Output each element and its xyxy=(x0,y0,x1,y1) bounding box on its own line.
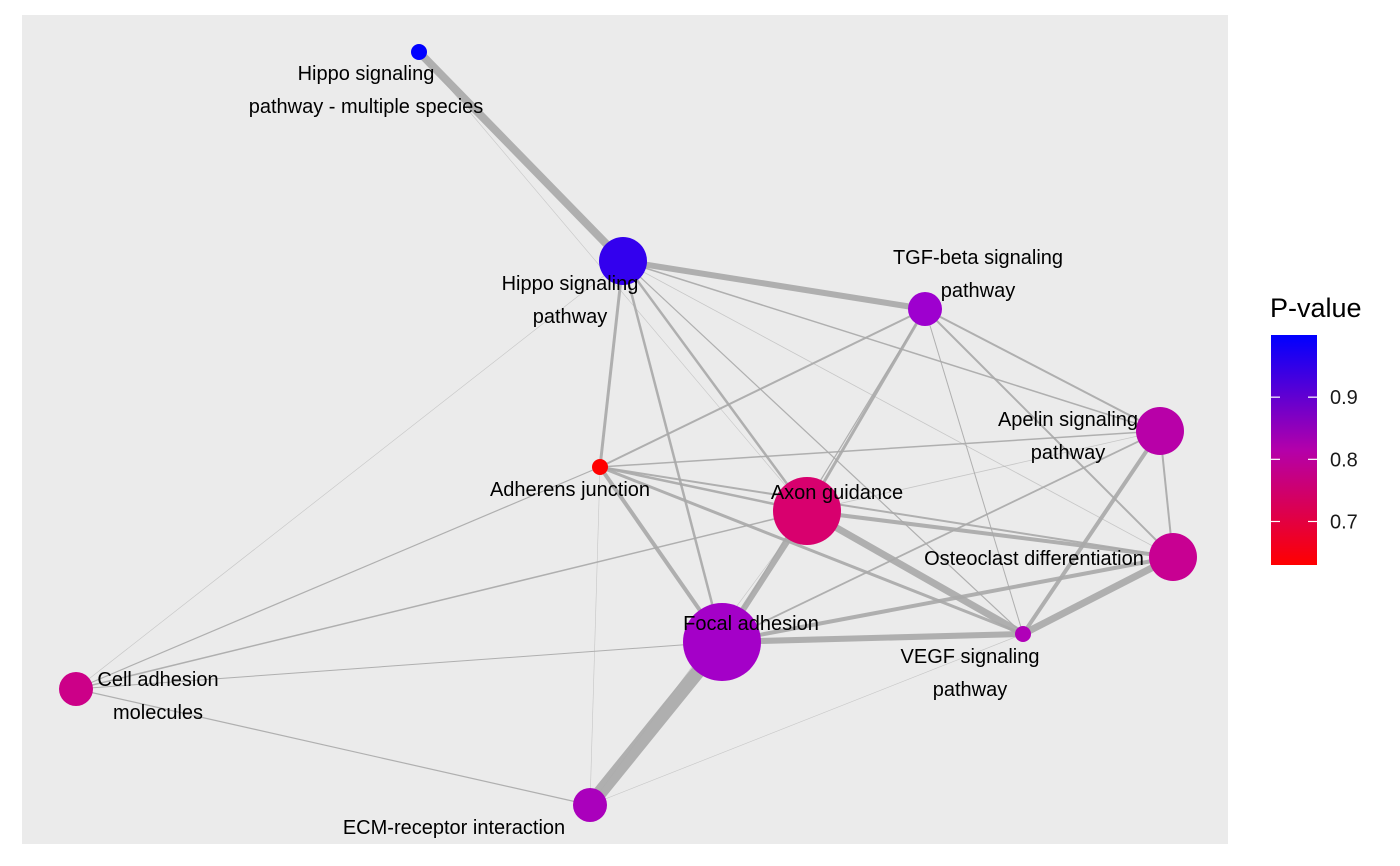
node-label-line: pathway xyxy=(1031,442,1106,464)
node-label-line: pathway xyxy=(941,280,1016,302)
edge-hippo-vegf xyxy=(622,260,1024,635)
edge-apelin-vegf xyxy=(1021,429,1162,636)
plot-panel xyxy=(22,15,1228,844)
node-label-line: VEGF signaling xyxy=(901,646,1040,668)
node-label-line: Focal adhesion xyxy=(683,613,819,635)
node-label-tgf: TGF-beta signaling pathway xyxy=(893,247,1063,302)
nodes-layer xyxy=(59,44,1197,822)
edge-cam-ecm xyxy=(75,688,591,806)
node-label-line: Axon guidance xyxy=(771,482,903,504)
edge-hippo-focal xyxy=(621,260,724,643)
edge-osteo-vegf xyxy=(1021,553,1175,638)
node-osteo xyxy=(1149,533,1197,581)
node-label-line: Hippo signaling xyxy=(298,63,435,85)
node-label-apelin: Apelin signaling pathway xyxy=(998,409,1138,464)
labels-layer: Hippo signaling pathway - multiple specie… xyxy=(97,63,1143,839)
edge-focal-vegf xyxy=(721,631,1024,645)
edge-hippo-osteo xyxy=(622,260,1174,558)
legend-tick-label: 0.8 xyxy=(1330,449,1358,471)
edge-axon-vegf xyxy=(805,507,1025,638)
node-label-ecm: ECM-receptor interaction xyxy=(343,817,565,839)
edge-tgf-vegf xyxy=(924,308,1024,635)
edge-vegf-ecm xyxy=(589,633,1024,806)
edge-focal-cam xyxy=(75,641,723,690)
legend-tick-label: 0.7 xyxy=(1330,511,1358,533)
edge-focal-osteo xyxy=(721,555,1174,644)
edge-hippo-ms-hippo xyxy=(416,49,626,264)
node-label-hippo-ms: Hippo signaling pathway - multiple specie… xyxy=(249,63,484,118)
node-label-line: Cell adhesion xyxy=(97,669,218,691)
node-label-line: ECM-receptor interaction xyxy=(343,817,565,839)
edge-adherens-axon xyxy=(599,465,808,513)
edge-hippo-tgf xyxy=(622,258,926,312)
node-cam xyxy=(59,672,93,706)
edge-apelin-adherens xyxy=(599,430,1161,468)
node-label-line: Osteoclast differentiation xyxy=(924,548,1144,570)
node-axon xyxy=(773,477,841,545)
legend-title: P-value xyxy=(1270,293,1362,323)
node-label-vegf: VEGF signaling pathway xyxy=(901,646,1040,701)
node-label-line: TGF-beta signaling xyxy=(893,247,1063,269)
edge-axon-osteo xyxy=(806,509,1174,559)
edge-tgf-apelin xyxy=(924,308,1161,432)
edge-adherens-ecm xyxy=(589,466,601,806)
node-tgf xyxy=(908,292,942,326)
edge-apelin-focal xyxy=(721,430,1161,643)
edge-hippo-adherens xyxy=(598,260,625,468)
node-label-line: pathway xyxy=(933,679,1008,701)
node-label-line: molecules xyxy=(113,702,203,724)
node-vegf xyxy=(1015,626,1031,642)
node-adherens xyxy=(592,459,608,475)
node-hippo xyxy=(599,237,647,285)
edge-hippo-axon xyxy=(621,260,809,512)
edge-adherens-vegf xyxy=(599,465,1024,636)
node-focal xyxy=(683,603,761,681)
edge-hippo-cam xyxy=(75,260,624,690)
edge-apelin-axon xyxy=(806,430,1161,512)
legend-colorbar xyxy=(1271,335,1317,565)
node-ecm xyxy=(573,788,607,822)
legend-tick-label: 0.9 xyxy=(1330,387,1358,409)
edges-layer xyxy=(75,49,1175,810)
node-label-line: Hippo signaling xyxy=(502,273,639,295)
edge-adherens-osteo xyxy=(599,466,1174,558)
edge-tgf-adherens xyxy=(599,308,926,468)
node-label-cam: Cell adhesion molecules xyxy=(97,669,218,724)
edge-axon-cam xyxy=(75,510,808,690)
node-label-hippo: Hippo signaling pathway xyxy=(502,273,639,328)
node-label-line: Adherens junction xyxy=(490,479,650,501)
node-label-line: pathway - multiple species xyxy=(249,96,484,118)
edge-hippo-apelin xyxy=(622,260,1161,432)
edge-adherens-cam xyxy=(75,466,601,690)
color-legend: P-value 0.9 0.8 0.7 xyxy=(1270,293,1362,565)
edge-tgf-axon xyxy=(805,308,927,512)
node-label-osteo: Osteoclast differentiation xyxy=(924,548,1144,570)
legend-ticks: 0.9 0.8 0.7 xyxy=(1271,387,1358,533)
node-label-line: pathway xyxy=(533,306,608,328)
node-label-focal: Focal adhesion xyxy=(683,613,819,635)
node-label-axon: Axon guidance xyxy=(771,482,903,504)
node-label-line: Apelin signaling xyxy=(998,409,1138,431)
edge-tgf-osteo xyxy=(924,308,1174,558)
node-apelin xyxy=(1136,407,1184,455)
node-hippo-ms xyxy=(411,44,427,60)
node-label-adherens: Adherens junction xyxy=(490,479,650,501)
